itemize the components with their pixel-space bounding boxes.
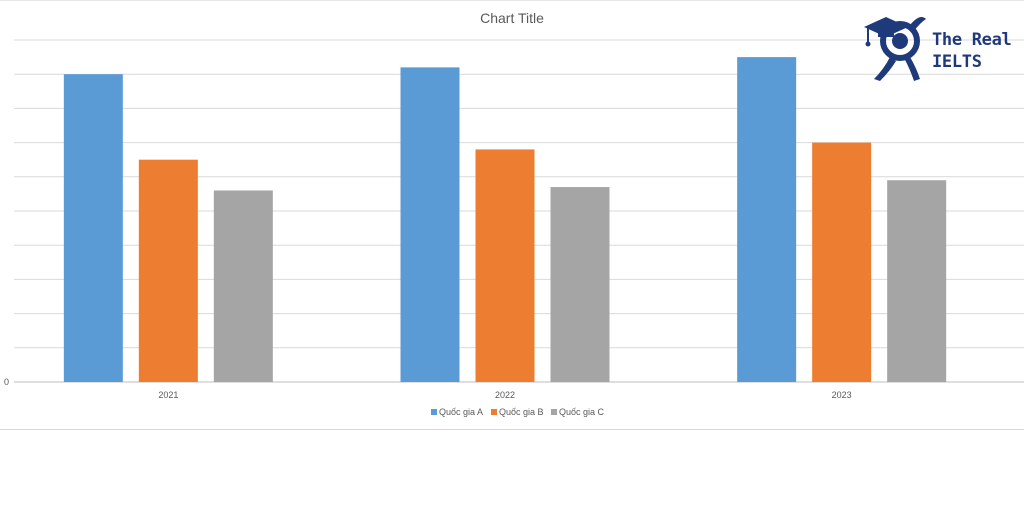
the-real-ielts-logo: The Real IELTS (860, 9, 1020, 87)
bars (63, 57, 947, 383)
chart-area: Chart Title 0 2021 2022 2023 Quốc gia A Quố… (0, 0, 1024, 430)
bar-2022-1 (400, 67, 460, 383)
legend: Quốc gia A Quốc gia B Quốc gia C (431, 407, 605, 417)
x-tick-label: 2023 (832, 390, 852, 400)
x-axis-tick-labels: 2021 2022 2023 (158, 390, 851, 400)
legend-label: Quốc gia C (559, 407, 605, 417)
y-axis-tick-labels: 0 (4, 377, 9, 387)
logo-line-1: The Real (932, 30, 1012, 50)
logo-line-2: IELTS (932, 52, 982, 72)
y-tick-label: 0 (4, 377, 9, 387)
legend-swatch (551, 409, 557, 415)
chart-title: Chart Title (480, 10, 544, 26)
logo-text: The Real IELTS (932, 29, 1012, 73)
bar-chart: Chart Title 0 2021 2022 2023 Quốc gia A Quố… (4, 10, 1024, 417)
bar-2022-3 (550, 187, 610, 382)
legend-label: Quốc gia A (439, 407, 483, 417)
graduate-mascot-icon (864, 17, 926, 81)
bar-2021-1 (63, 74, 123, 382)
bar-2022-2 (475, 149, 535, 382)
bar-2021-2 (138, 159, 198, 382)
legend-swatch (431, 409, 437, 415)
bar-2023-1 (737, 57, 797, 382)
legend-swatch (491, 409, 497, 415)
x-tick-label: 2022 (495, 390, 515, 400)
bar-2021-3 (213, 190, 273, 382)
x-tick-label: 2021 (158, 390, 178, 400)
bar-2023-3 (887, 180, 947, 382)
bar-2023-2 (812, 142, 872, 382)
legend-label: Quốc gia B (499, 407, 544, 417)
